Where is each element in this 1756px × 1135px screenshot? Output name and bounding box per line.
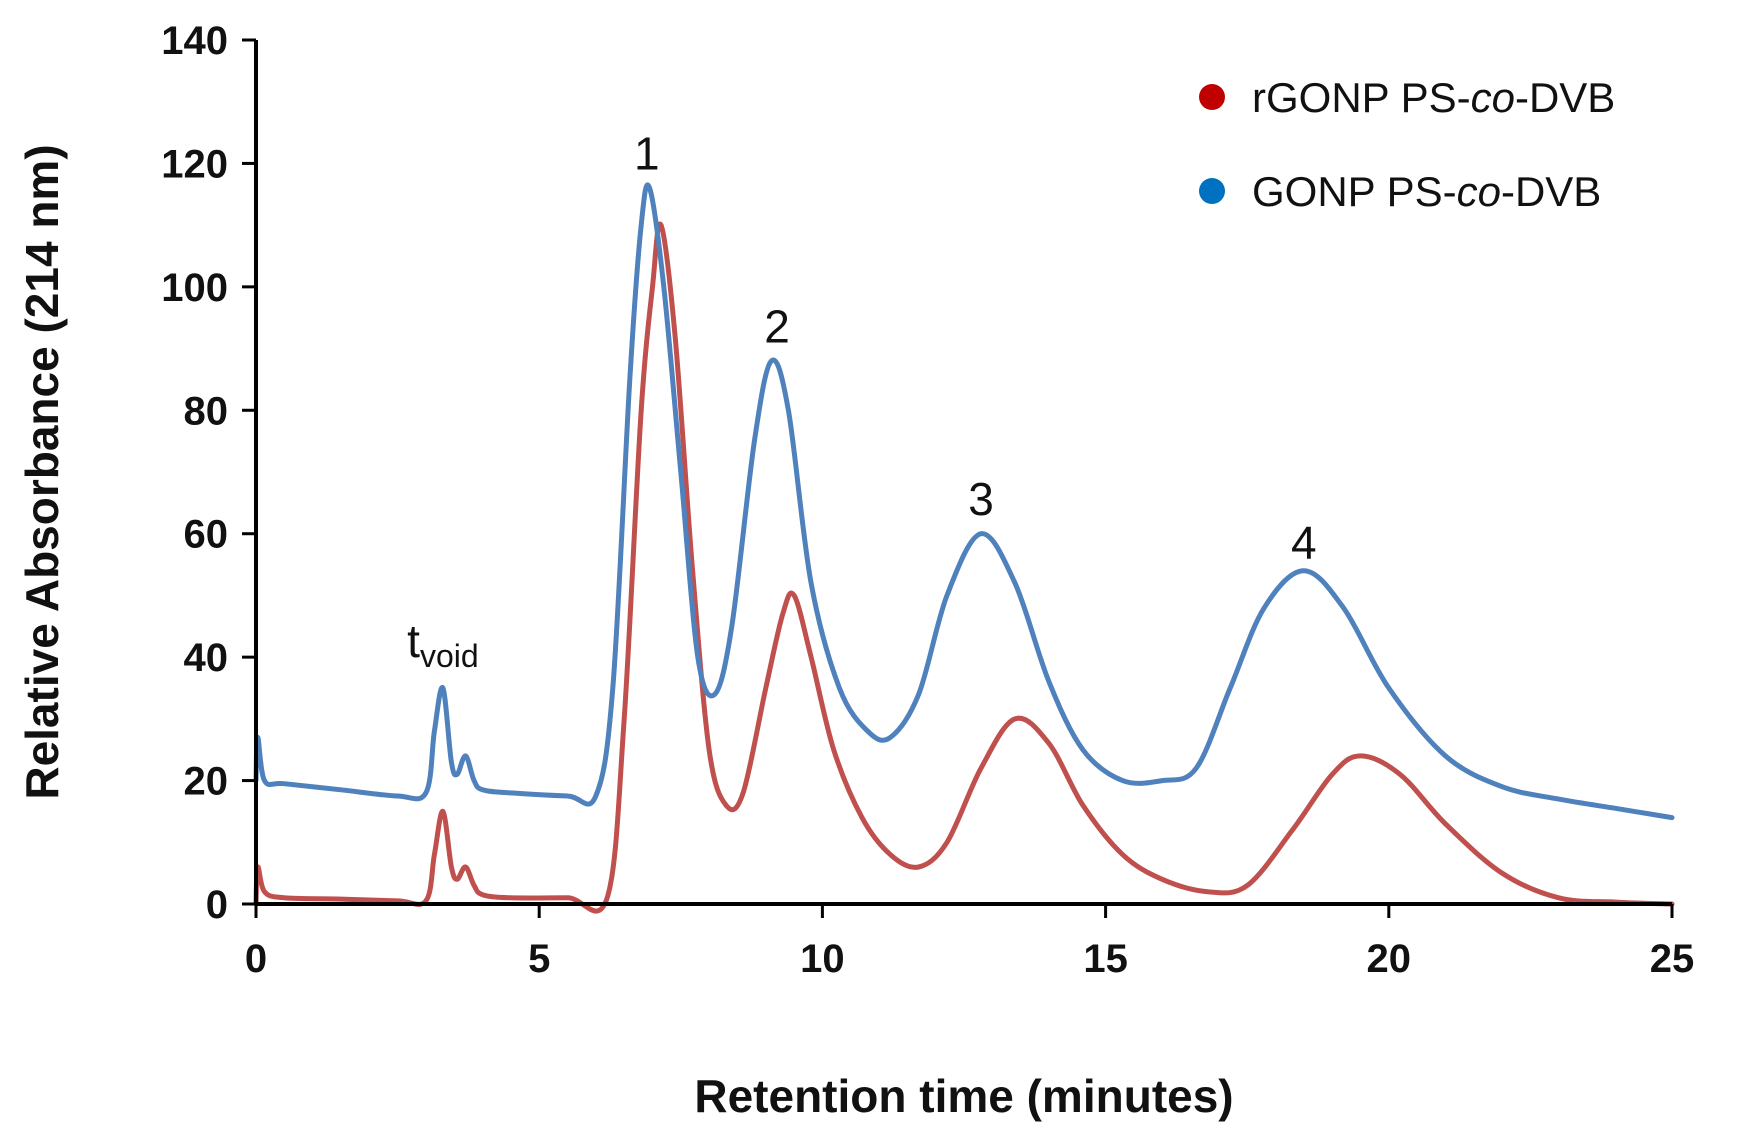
x-tick-label: 25 — [1650, 937, 1695, 981]
axes — [254, 40, 1672, 906]
y-ticks: 0 20 40 60 80 100 120 140 — [161, 19, 256, 927]
x-ticks: 0 5 10 15 20 25 — [245, 904, 1694, 981]
peak-label-1: 1 — [634, 128, 660, 180]
plot-area — [253, 182, 1675, 914]
peak-annotations: 1 2 3 4 tvoid — [407, 128, 1316, 675]
peak-label-3: 3 — [968, 473, 994, 525]
series-line-gonp — [253, 182, 1675, 821]
legend-marker — [1199, 178, 1225, 204]
y-tick-label: 40 — [184, 636, 229, 680]
y-tick-label: 140 — [161, 19, 228, 63]
y-tick-label: 80 — [184, 389, 229, 433]
legend-label: GONP PS-co-DVB — [1252, 168, 1601, 215]
y-tick-label: 60 — [184, 513, 229, 557]
x-tick-label: 20 — [1367, 937, 1412, 981]
x-tick-label: 5 — [528, 937, 550, 981]
legend: rGONP PS-co-DVB GONP PS-co-DVB — [1199, 74, 1615, 215]
void-time-label: tvoid — [407, 615, 478, 674]
series-line-rgonp — [253, 221, 1675, 914]
legend-label: rGONP PS-co-DVB — [1252, 74, 1615, 121]
y-axis-title: Relative Absorbance (214 nm) — [16, 144, 68, 799]
peak-label-4: 4 — [1291, 516, 1317, 568]
x-tick-label: 15 — [1083, 937, 1128, 981]
x-tick-label: 10 — [800, 937, 845, 981]
y-tick-label: 100 — [161, 266, 228, 310]
y-tick-label: 0 — [206, 883, 228, 927]
x-tick-label: 0 — [245, 937, 267, 981]
x-axis-title: Retention time (minutes) — [694, 1070, 1233, 1122]
y-tick-label: 120 — [161, 142, 228, 186]
peak-label-2: 2 — [764, 300, 790, 352]
legend-marker — [1199, 84, 1225, 110]
y-tick-label: 20 — [184, 760, 229, 804]
